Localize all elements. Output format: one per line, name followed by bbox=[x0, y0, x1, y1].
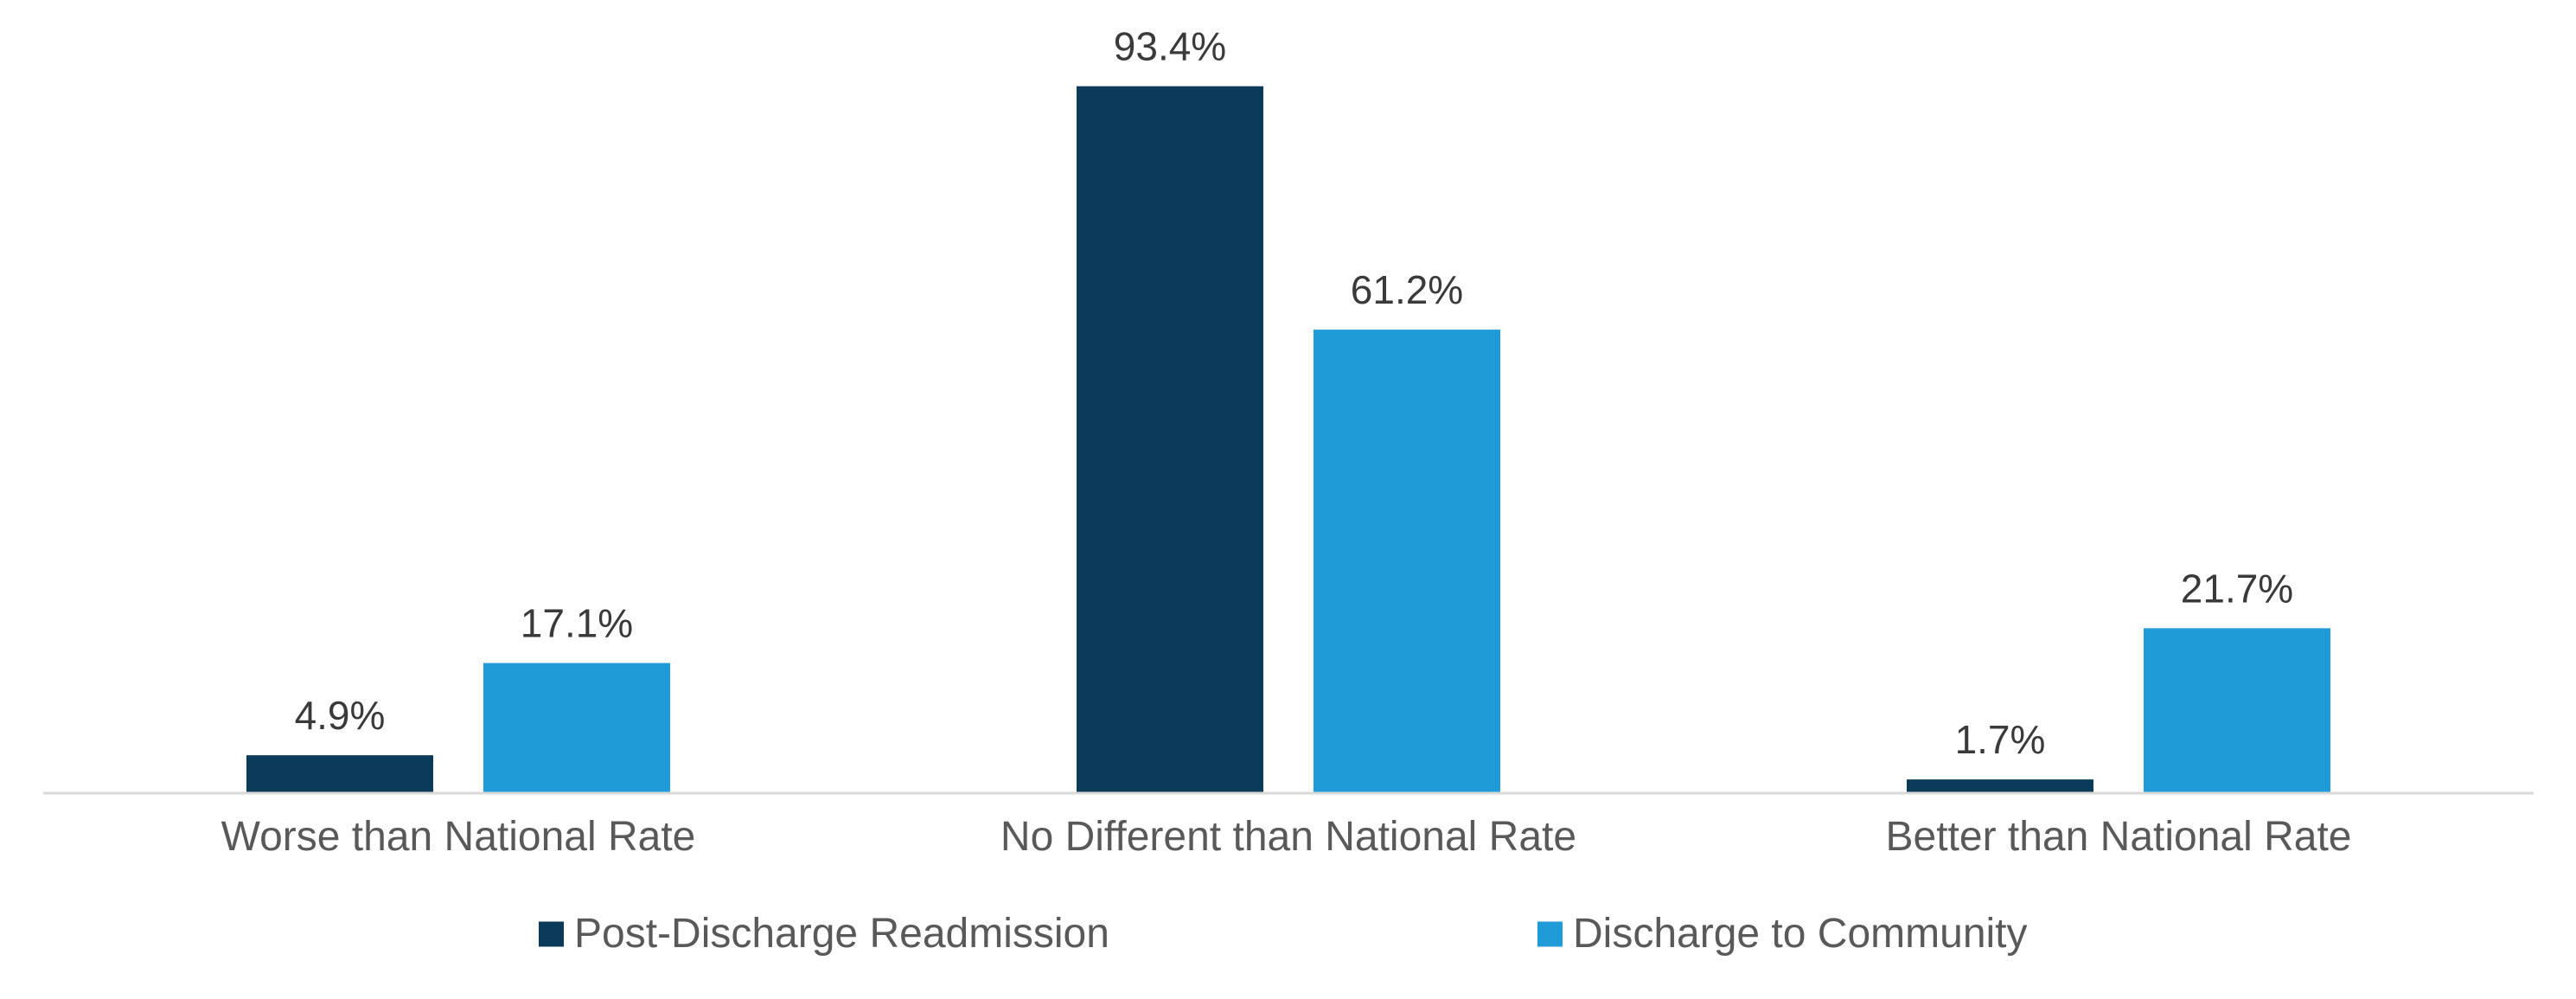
data-label-post-discharge-readmission-worse-than-national-rate: 4.9% bbox=[295, 693, 386, 738]
value-labels-layer: 4.9% 17.1% 93.4% 61.2% 1.7% 21.7% bbox=[295, 24, 2294, 762]
data-label-post-discharge-readmission-better-than-national-rate: 1.7% bbox=[1955, 717, 2046, 762]
bar-post-discharge-readmission-better-than-national-rate bbox=[1907, 779, 2093, 792]
x-tick-label-worse-than-national-rate: Worse than National Rate bbox=[221, 814, 696, 860]
data-label-discharge-to-community-no-different-than-national-rate: 61.2% bbox=[1351, 267, 1463, 312]
legend-swatch-discharge-to-community bbox=[1537, 921, 1563, 947]
legend-label-post-discharge-readmission: Post-Discharge Readmission bbox=[574, 911, 1109, 957]
legend: Post-Discharge Readmission Discharge to … bbox=[539, 911, 2028, 957]
bars-layer bbox=[246, 86, 2330, 792]
data-label-post-discharge-readmission-no-different-than-national-rate: 93.4% bbox=[1114, 24, 1226, 69]
legend-label-discharge-to-community: Discharge to Community bbox=[1573, 911, 2028, 957]
bar-discharge-to-community-no-different-than-national-rate bbox=[1314, 330, 1500, 792]
legend-swatch-post-discharge-readmission bbox=[539, 921, 564, 947]
data-label-discharge-to-community-better-than-national-rate: 21.7% bbox=[2181, 566, 2293, 611]
data-label-discharge-to-community-worse-than-national-rate: 17.1% bbox=[521, 601, 633, 646]
bar-post-discharge-readmission-no-different-than-national-rate bbox=[1077, 86, 1263, 792]
x-tick-labels: Worse than National Rate No Different tha… bbox=[221, 814, 2352, 860]
bar-discharge-to-community-worse-than-national-rate bbox=[483, 663, 670, 792]
bar-discharge-to-community-better-than-national-rate bbox=[2144, 628, 2330, 792]
x-tick-label-no-different-than-national-rate: No Different than National Rate bbox=[1000, 814, 1576, 860]
bar-post-discharge-readmission-worse-than-national-rate bbox=[246, 755, 433, 792]
x-tick-label-better-than-national-rate: Better than National Rate bbox=[1886, 814, 2352, 860]
